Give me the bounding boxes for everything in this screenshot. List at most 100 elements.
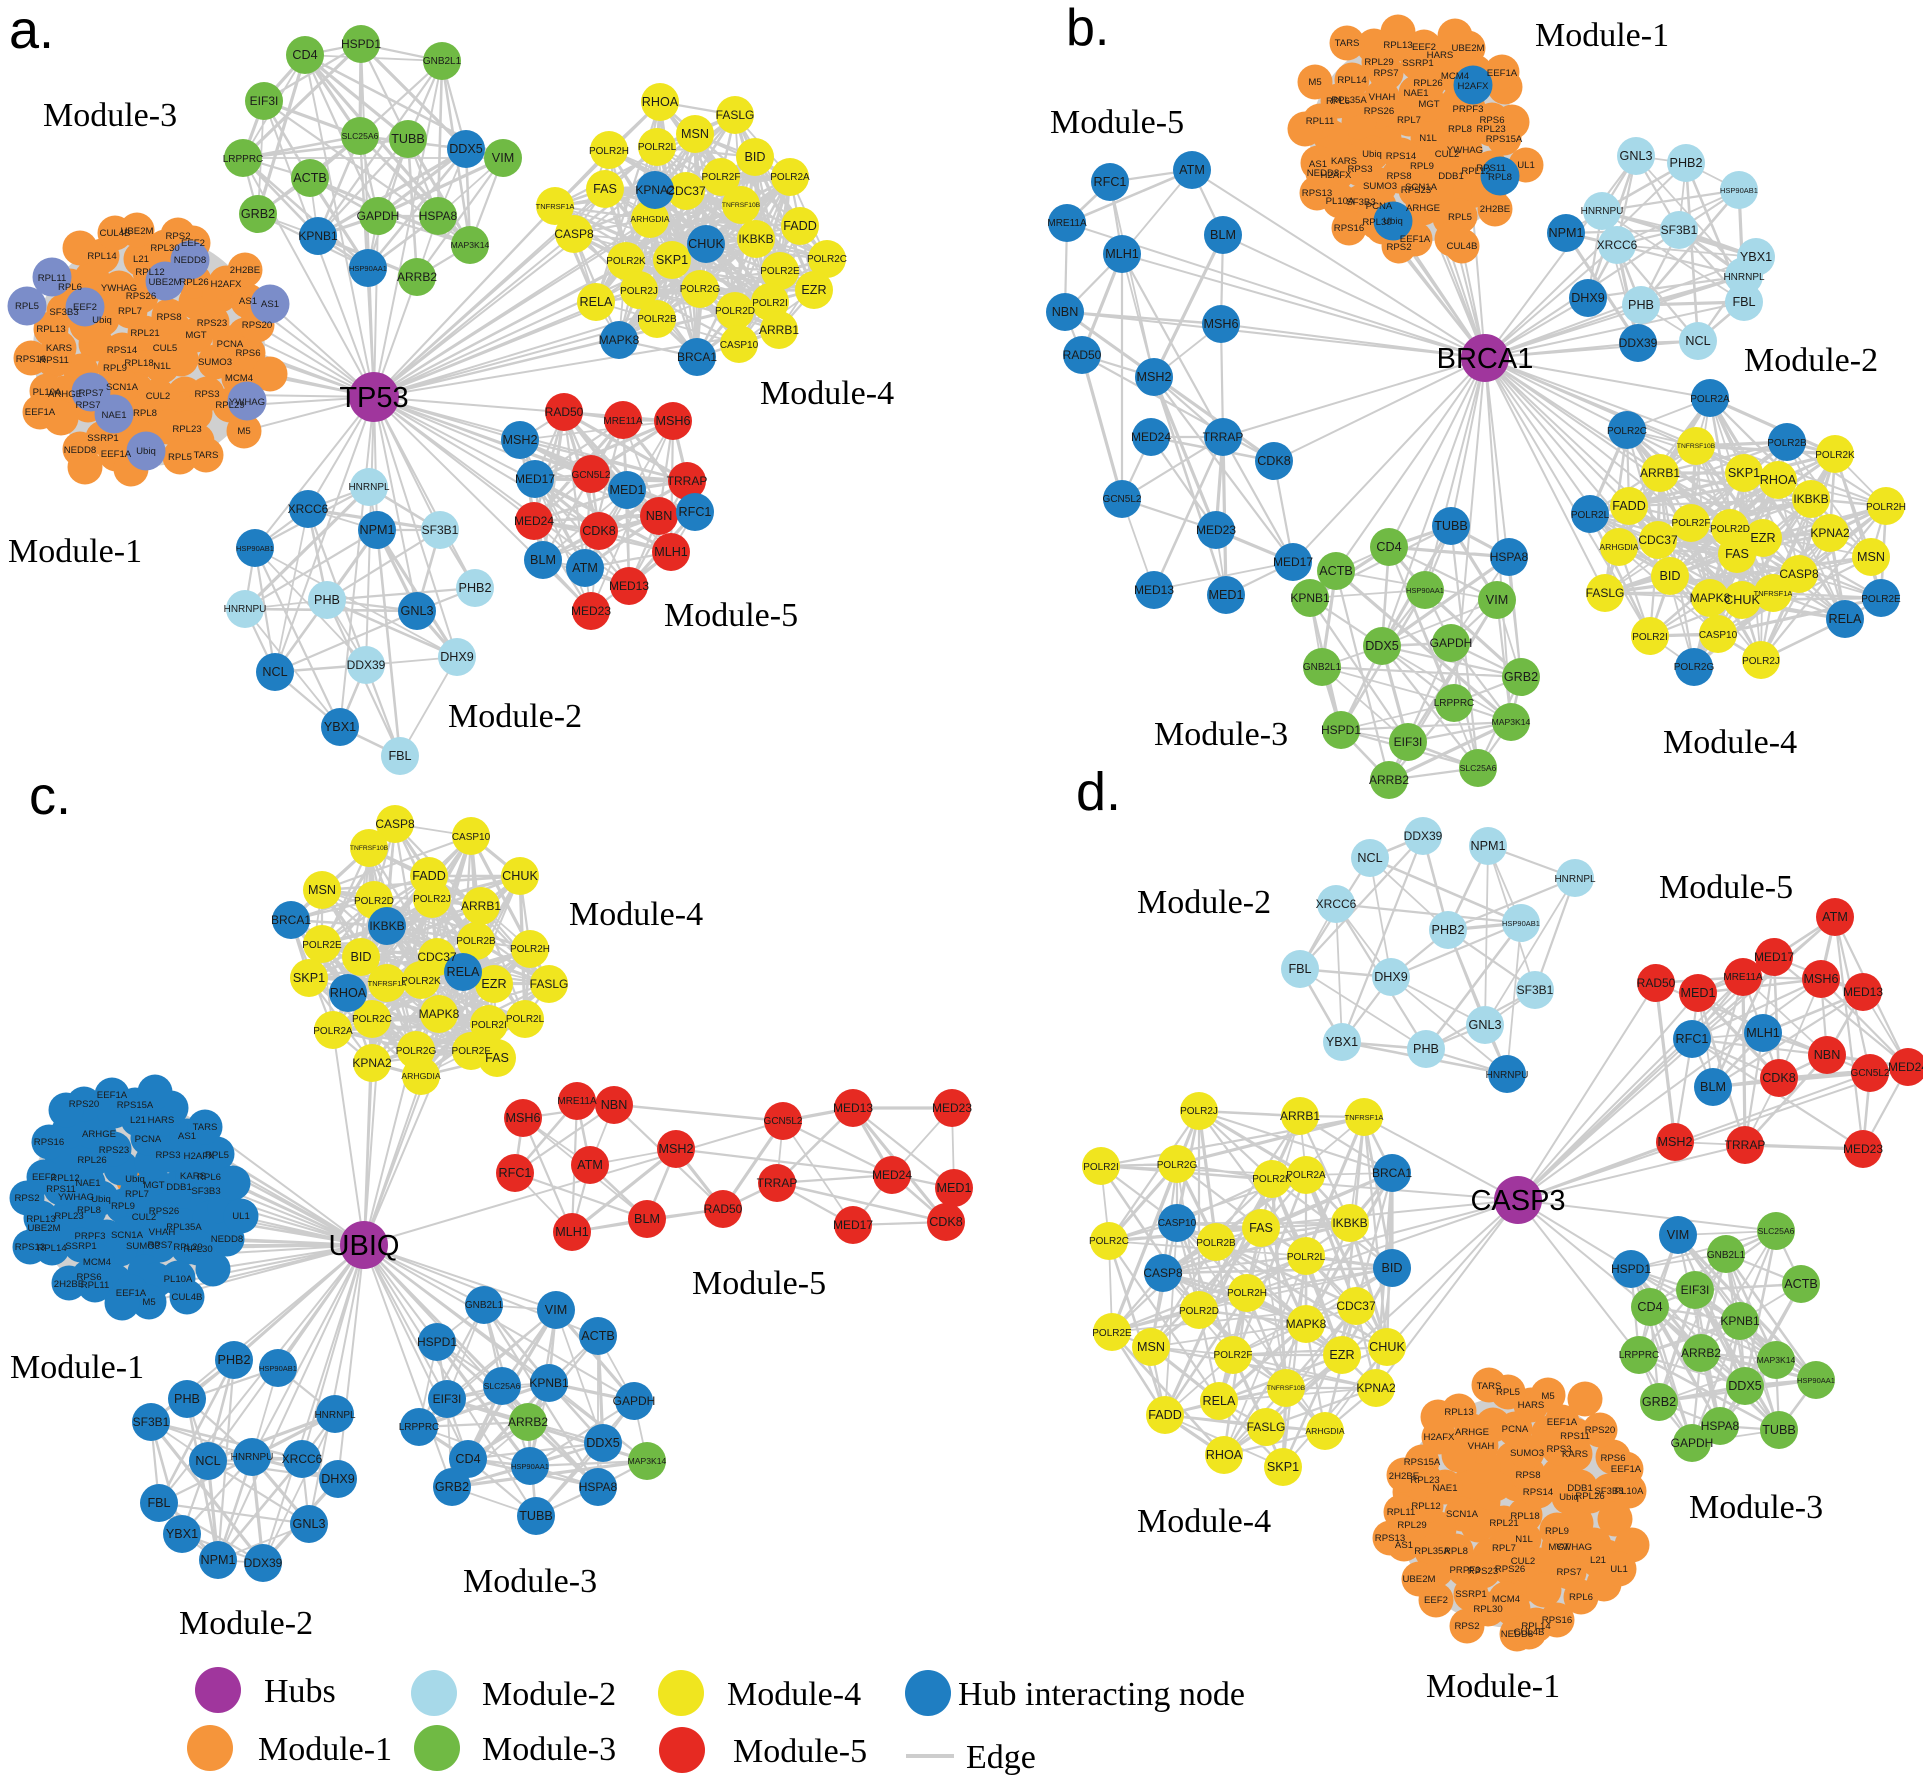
svg-text:RPL6: RPL6 xyxy=(197,1172,221,1183)
svg-text:TNFRSF10B: TNFRSF10B xyxy=(722,202,761,209)
svg-text:RPL13: RPL13 xyxy=(36,324,65,335)
svg-text:EEF1A: EEF1A xyxy=(1487,68,1518,79)
svg-text:CD4: CD4 xyxy=(1376,540,1401,554)
svg-text:EZR: EZR xyxy=(801,283,826,297)
svg-text:MED13: MED13 xyxy=(1134,583,1174,597)
svg-text:CASP8: CASP8 xyxy=(1143,1266,1183,1280)
svg-text:GRB2: GRB2 xyxy=(1642,1395,1676,1409)
svg-text:Module-2: Module-2 xyxy=(448,698,582,735)
svg-text:HSPA8: HSPA8 xyxy=(579,1480,618,1494)
svg-text:RPL9: RPL9 xyxy=(111,1201,135,1212)
svg-text:MED24: MED24 xyxy=(872,1168,912,1182)
svg-text:SCN1A: SCN1A xyxy=(1446,1509,1479,1520)
svg-text:RPS16: RPS16 xyxy=(1542,1615,1572,1626)
svg-text:RAD50: RAD50 xyxy=(704,1202,743,1216)
svg-text:ACTB: ACTB xyxy=(1784,1277,1818,1291)
svg-text:SF3B3: SF3B3 xyxy=(1594,1486,1623,1497)
svg-text:RPL9: RPL9 xyxy=(1545,1526,1569,1537)
svg-text:NPM1: NPM1 xyxy=(1471,839,1506,853)
svg-text:b.: b. xyxy=(1066,0,1109,57)
svg-text:Module-4: Module-4 xyxy=(1663,724,1797,761)
svg-text:RPL14: RPL14 xyxy=(1337,75,1367,86)
svg-text:KARS: KARS xyxy=(46,343,72,354)
svg-text:KPNA2: KPNA2 xyxy=(1356,1381,1396,1395)
svg-text:ARHGE: ARHGE xyxy=(1406,203,1440,214)
svg-text:NPM1: NPM1 xyxy=(201,1553,236,1567)
svg-text:RPL35A: RPL35A xyxy=(1414,1546,1450,1557)
svg-text:HSP90AA1: HSP90AA1 xyxy=(511,1462,549,1471)
svg-text:PHB: PHB xyxy=(1413,1042,1439,1056)
svg-text:GAPDH: GAPDH xyxy=(1430,636,1473,650)
svg-text:YBX1: YBX1 xyxy=(1740,250,1772,264)
svg-text:CASP10: CASP10 xyxy=(452,832,491,843)
svg-text:CDC37: CDC37 xyxy=(1336,1299,1376,1313)
svg-text:RPL30: RPL30 xyxy=(150,243,179,254)
svg-text:POLR2L: POLR2L xyxy=(506,1014,545,1025)
svg-text:ARRB2: ARRB2 xyxy=(1369,773,1409,787)
svg-text:MLH1: MLH1 xyxy=(1746,1026,1780,1040)
svg-text:Ubiq: Ubiq xyxy=(91,1194,111,1205)
svg-text:NCL: NCL xyxy=(195,1454,220,1468)
svg-text:MSH6: MSH6 xyxy=(1804,972,1839,986)
svg-text:CD4: CD4 xyxy=(455,1452,480,1466)
svg-text:YWHAG: YWHAG xyxy=(1556,1542,1592,1553)
svg-text:RPL5: RPL5 xyxy=(1496,1387,1520,1398)
svg-text:RPL21: RPL21 xyxy=(130,328,159,339)
svg-text:HSPD1: HSPD1 xyxy=(341,37,381,51)
svg-text:ATM: ATM xyxy=(1822,910,1848,924)
svg-text:MLH1: MLH1 xyxy=(555,1225,589,1239)
svg-text:FASLG: FASLG xyxy=(716,108,755,122)
svg-text:RPS23: RPS23 xyxy=(1468,1566,1498,1577)
svg-text:CHUK: CHUK xyxy=(502,869,538,883)
svg-text:MSN: MSN xyxy=(308,883,336,897)
svg-text:KPNB1: KPNB1 xyxy=(529,1376,569,1390)
svg-text:DDX39: DDX39 xyxy=(244,1556,283,1570)
svg-text:CHUK: CHUK xyxy=(688,237,724,251)
svg-text:POLR2C: POLR2C xyxy=(1089,1236,1129,1247)
svg-text:RPS16: RPS16 xyxy=(16,354,46,365)
svg-text:KPNB1: KPNB1 xyxy=(1290,591,1330,605)
svg-text:CHUK: CHUK xyxy=(1724,593,1760,607)
svg-text:ARRB2: ARRB2 xyxy=(508,1415,548,1429)
svg-text:RPS8: RPS8 xyxy=(1386,171,1411,182)
svg-text:RPL18: RPL18 xyxy=(1510,1511,1539,1522)
svg-text:H2AFX: H2AFX xyxy=(184,1151,216,1162)
svg-text:MGT: MGT xyxy=(1418,99,1439,110)
svg-text:L21: L21 xyxy=(130,1115,146,1126)
svg-text:GNL3: GNL3 xyxy=(401,604,434,618)
svg-text:RPL5: RPL5 xyxy=(205,1150,229,1161)
svg-text:NAE1: NAE1 xyxy=(1432,1483,1457,1494)
svg-text:MSH2: MSH2 xyxy=(1658,1135,1693,1149)
svg-text:POLR2E: POLR2E xyxy=(760,266,800,277)
svg-text:POLR2I: POLR2I xyxy=(1083,1162,1119,1173)
svg-text:H2AFX: H2AFX xyxy=(1458,81,1490,92)
svg-text:Ubiq: Ubiq xyxy=(136,446,156,457)
svg-text:ACTB: ACTB xyxy=(581,1329,615,1343)
svg-text:LRPPRC: LRPPRC xyxy=(1434,698,1475,709)
svg-text:RAD50: RAD50 xyxy=(545,405,584,419)
svg-text:FBL: FBL xyxy=(388,749,411,763)
svg-text:HSPA8: HSPA8 xyxy=(1701,1419,1740,1433)
svg-text:POLR2J: POLR2J xyxy=(1180,1106,1218,1117)
svg-text:TRRAP: TRRAP xyxy=(1203,430,1244,444)
svg-text:GCN5L2: GCN5L2 xyxy=(1851,1068,1890,1079)
svg-text:FBL: FBL xyxy=(147,1496,170,1510)
svg-text:RHOA: RHOA xyxy=(330,986,367,1000)
svg-text:MED17: MED17 xyxy=(515,472,555,486)
svg-text:PHB2: PHB2 xyxy=(218,1353,251,1367)
svg-text:Ubiq: Ubiq xyxy=(1383,216,1403,227)
svg-text:BLM: BLM xyxy=(1700,1080,1726,1094)
svg-text:RFC1: RFC1 xyxy=(679,505,712,519)
svg-text:YBX1: YBX1 xyxy=(166,1527,198,1541)
svg-text:POLR2F: POLR2F xyxy=(1214,1350,1253,1361)
svg-text:N1L: N1L xyxy=(153,361,171,372)
svg-text:AS1: AS1 xyxy=(178,1131,196,1142)
svg-text:RPS7: RPS7 xyxy=(1373,68,1398,79)
svg-text:BID: BID xyxy=(1660,569,1681,583)
svg-text:ARRB1: ARRB1 xyxy=(1280,1109,1320,1123)
svg-text:VHAH: VHAH xyxy=(1369,92,1396,103)
svg-text:HSP90AB1: HSP90AB1 xyxy=(1720,186,1758,195)
svg-text:RPS2: RPS2 xyxy=(165,231,190,242)
svg-text:SLC25A6: SLC25A6 xyxy=(1460,763,1497,773)
svg-text:RPL29: RPL29 xyxy=(1397,1520,1426,1531)
